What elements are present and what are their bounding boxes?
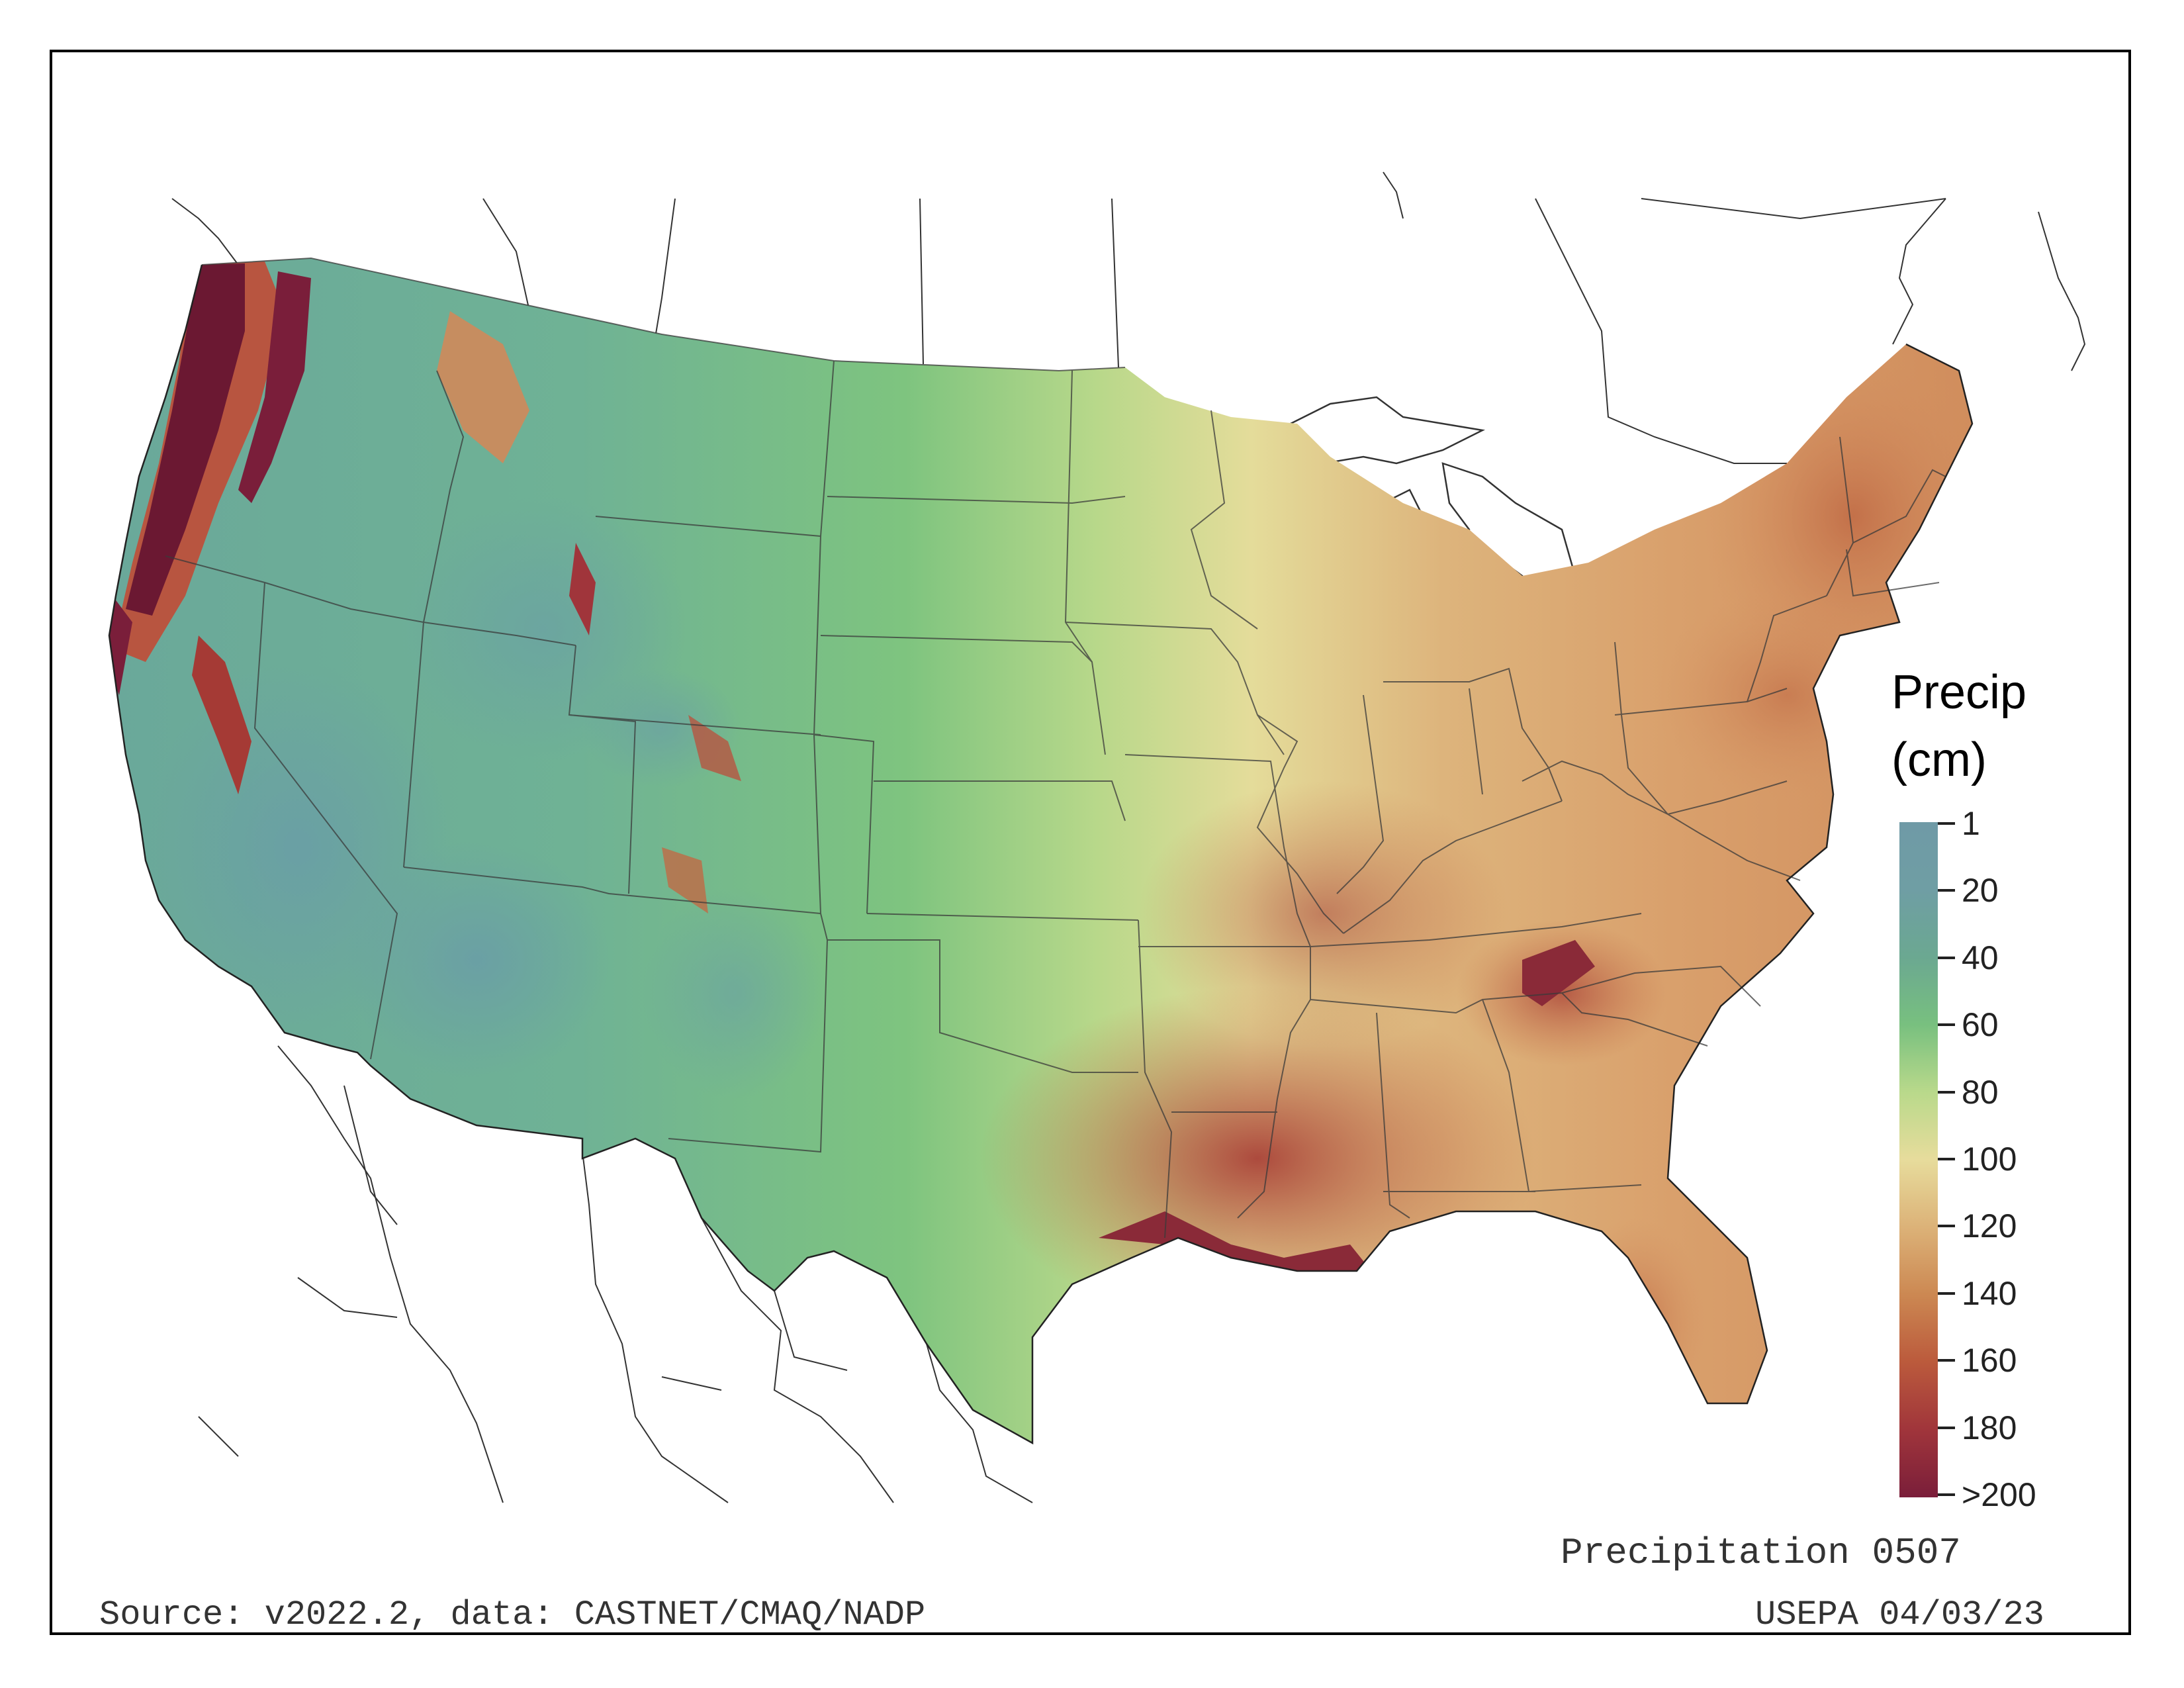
legend-tick-label: 1 <box>1962 805 1980 842</box>
legend-tick-mark <box>1938 1359 1955 1362</box>
map-title: Precipitation 0507 <box>1561 1532 1961 1574</box>
legend-tick-label: 100 <box>1962 1141 2017 1178</box>
map-frame <box>50 50 2131 1635</box>
legend-tick-label: 40 <box>1962 939 1999 976</box>
legend-tick-label: >200 <box>1962 1476 2036 1513</box>
source-note: Source: v2022.2, data: CASTNET/CMAQ/NADP <box>99 1595 926 1634</box>
legend-tick-mark <box>1938 1090 1955 1094</box>
legend-tick-mark <box>1938 889 1955 892</box>
legend-tick-label: 20 <box>1962 872 1999 910</box>
precip-field <box>109 258 1972 1443</box>
legend-tick-mark <box>1938 1158 1955 1160</box>
legend-tick-label: 140 <box>1962 1274 2017 1312</box>
legend-tick-label: 80 <box>1962 1073 1999 1111</box>
agency-date: USEPA 04/03/23 <box>1755 1595 2044 1634</box>
legend-title-line1: Precip <box>1891 666 2027 719</box>
legend-tick-mark <box>1938 1023 1955 1027</box>
legend-tick-label: 160 <box>1962 1342 2017 1380</box>
state-boundaries <box>165 257 1946 1239</box>
legend-colorbar <box>1899 822 1938 1497</box>
legend-tick-label: 120 <box>1962 1207 2017 1245</box>
legend-tick-mark <box>1938 1291 1955 1295</box>
legend-tick-label: 60 <box>1962 1006 1999 1044</box>
legend-tick-mark <box>1938 1493 1955 1496</box>
neighbor-country-outlines <box>171 171 2086 1503</box>
legend-tick-mark <box>1938 1225 1955 1228</box>
coastline <box>108 264 1974 1445</box>
legend-tick-mark <box>1938 956 1955 959</box>
legend-tick-mark <box>1938 822 1955 825</box>
legend-tick-mark <box>1938 1426 1955 1429</box>
legend-title-line2: (cm) <box>1891 733 1987 786</box>
legend-tick-label: 180 <box>1962 1409 2017 1446</box>
